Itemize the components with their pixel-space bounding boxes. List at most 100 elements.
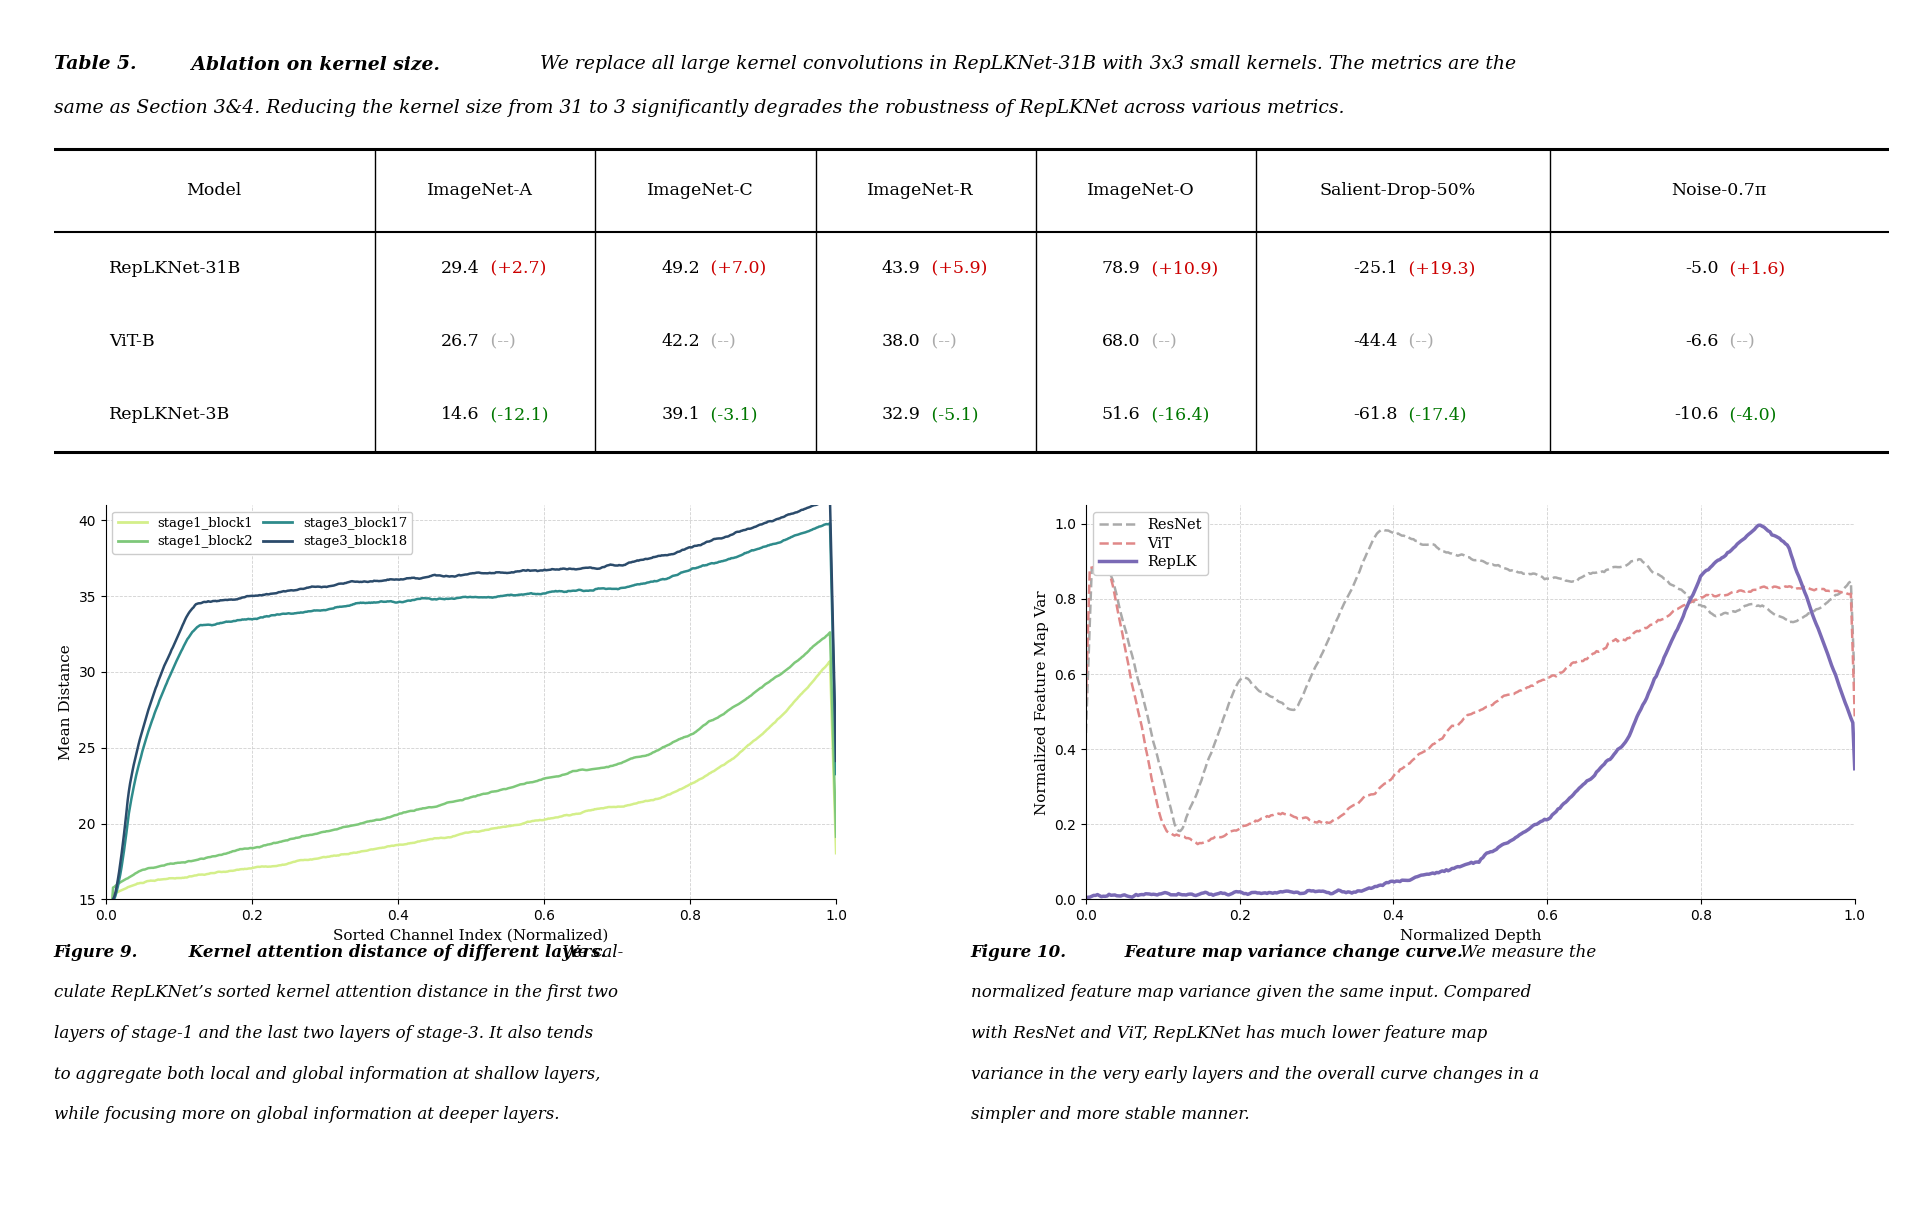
- Text: -5.0: -5.0: [1686, 260, 1718, 277]
- Text: ImageNet-C: ImageNet-C: [646, 182, 753, 198]
- ViT: [1074, 692, 1097, 707]
- stage3_block18: [582, 561, 605, 575]
- Line: RepLK: RepLK: [1086, 525, 1855, 898]
- Text: while focusing more on global information at deeper layers.: while focusing more on global informatio…: [54, 1106, 559, 1124]
- stage1_block2: [525, 774, 548, 788]
- Text: 68.0: 68.0: [1101, 334, 1140, 350]
- stage3_block17: [425, 593, 448, 607]
- Text: 49.2: 49.2: [661, 260, 700, 277]
- Text: (--): (--): [1146, 334, 1176, 350]
- ViT: [1634, 621, 1657, 636]
- Line: stage1_block2: stage1_block2: [106, 632, 836, 1009]
- stage3_block17: [819, 516, 842, 531]
- ResNet: [1638, 559, 1661, 574]
- stage1_block2: [425, 800, 448, 814]
- Text: (+2.7): (+2.7): [484, 260, 546, 277]
- Text: -10.6: -10.6: [1674, 407, 1718, 424]
- Line: stage3_block18: stage3_block18: [106, 500, 836, 1013]
- Text: Model: Model: [186, 182, 240, 198]
- stage3_block17: [825, 766, 848, 781]
- ResNet: [1843, 679, 1866, 694]
- Text: ImageNet-R: ImageNet-R: [867, 182, 973, 198]
- Text: (-5.1): (-5.1): [926, 407, 978, 424]
- stage3_block18: [644, 549, 667, 564]
- Text: ImageNet-O: ImageNet-O: [1086, 182, 1194, 198]
- X-axis label: Normalized Depth: Normalized Depth: [1399, 929, 1541, 942]
- ViT: [1638, 620, 1661, 634]
- Text: Salient-Drop-50%: Salient-Drop-50%: [1318, 182, 1476, 198]
- Text: We replace all large kernel convolutions in RepLKNet-31B with 3x3 small kernels.: We replace all large kernel convolutions…: [534, 55, 1516, 74]
- Text: (-4.0): (-4.0): [1724, 407, 1776, 424]
- stage1_block1: [223, 862, 246, 877]
- Text: 26.7: 26.7: [440, 334, 480, 350]
- RepLK: [1324, 885, 1347, 899]
- ViT: [1186, 837, 1209, 851]
- Text: (--): (--): [1403, 334, 1434, 350]
- RepLK: [1630, 702, 1653, 717]
- stage1_block2: [283, 832, 306, 846]
- Text: Noise-0.7π: Noise-0.7π: [1670, 182, 1766, 198]
- stage1_block1: [283, 855, 306, 870]
- Text: ImageNet-A: ImageNet-A: [427, 182, 532, 198]
- stage3_block18: [425, 568, 448, 583]
- ResNet: [1370, 522, 1393, 537]
- stage3_block17: [644, 574, 667, 589]
- stage1_block2: [644, 744, 667, 759]
- Text: -61.8: -61.8: [1353, 407, 1397, 424]
- Line: ViT: ViT: [1086, 567, 1855, 844]
- Text: Feature map variance change curve.: Feature map variance change curve.: [1119, 944, 1463, 961]
- stage1_block1: [94, 1003, 117, 1018]
- stage3_block18: [94, 1005, 117, 1020]
- Text: -6.6: -6.6: [1686, 334, 1718, 350]
- stage3_block18: [825, 754, 848, 769]
- Text: 32.9: 32.9: [882, 407, 921, 424]
- stage1_block2: [819, 625, 842, 639]
- Line: ResNet: ResNet: [1086, 530, 1855, 830]
- ResNet: [1074, 726, 1097, 740]
- stage3_block18: [283, 583, 306, 598]
- Text: to aggregate both local and global information at shallow layers,: to aggregate both local and global infor…: [54, 1066, 600, 1083]
- Text: normalized feature map variance given the same input. Compared: normalized feature map variance given th…: [971, 984, 1530, 1002]
- RepLK: [1843, 761, 1866, 776]
- ResNet: [1169, 823, 1192, 838]
- ResNet: [1326, 610, 1349, 625]
- Text: Figure 9.: Figure 9.: [54, 944, 138, 961]
- Text: 78.9: 78.9: [1101, 260, 1140, 277]
- Text: 39.1: 39.1: [661, 407, 700, 424]
- Text: (+19.3): (+19.3): [1403, 260, 1476, 277]
- stage1_block2: [94, 1002, 117, 1016]
- Text: RepLKNet-3B: RepLKNet-3B: [110, 407, 231, 424]
- ViT: [1328, 809, 1351, 824]
- Text: variance in the very early layers and the overall curve changes in a: variance in the very early layers and th…: [971, 1066, 1540, 1083]
- Text: with ResNet and ViT, RepLKNet has much lower feature map: with ResNet and ViT, RepLKNet has much l…: [971, 1025, 1488, 1042]
- Text: We cal-: We cal-: [557, 944, 623, 961]
- Text: same as Section 3&4. Reducing the kernel size from 31 to 3 significantly degrade: same as Section 3&4. Reducing the kernel…: [54, 99, 1343, 117]
- Text: -25.1: -25.1: [1353, 260, 1397, 277]
- stage1_block1: [825, 846, 848, 861]
- Y-axis label: Mean Distance: Mean Distance: [60, 644, 73, 760]
- Text: simpler and more stable manner.: simpler and more stable manner.: [971, 1106, 1249, 1124]
- Text: layers of stage-1 and the last two layers of stage-3. It also tends: layers of stage-1 and the last two layer…: [54, 1025, 594, 1042]
- Text: culate RepLKNet’s sorted kernel attention distance in the first two: culate RepLKNet’s sorted kernel attentio…: [54, 984, 617, 1002]
- RepLK: [1167, 886, 1190, 901]
- Text: 29.4: 29.4: [440, 260, 480, 277]
- stage1_block1: [425, 830, 448, 845]
- Text: 51.6: 51.6: [1101, 407, 1140, 424]
- stage3_block17: [223, 614, 246, 628]
- Text: (-3.1): (-3.1): [705, 407, 757, 424]
- Text: Figure 10.: Figure 10.: [971, 944, 1067, 961]
- Text: 38.0: 38.0: [882, 334, 921, 350]
- Text: (+1.6): (+1.6): [1724, 260, 1786, 277]
- Text: (--): (--): [484, 334, 515, 350]
- Text: (-12.1): (-12.1): [484, 407, 548, 424]
- stage1_block1: [582, 802, 605, 817]
- Text: (--): (--): [1724, 334, 1755, 350]
- ViT: [1169, 829, 1192, 844]
- Text: (+10.9): (+10.9): [1146, 260, 1219, 277]
- stage3_block17: [283, 606, 306, 621]
- stage3_block18: [525, 563, 548, 578]
- Text: RepLKNet-31B: RepLKNet-31B: [110, 260, 240, 277]
- Text: (+5.9): (+5.9): [926, 260, 988, 277]
- stage1_block2: [223, 844, 246, 859]
- Line: stage3_block17: stage3_block17: [106, 524, 836, 1014]
